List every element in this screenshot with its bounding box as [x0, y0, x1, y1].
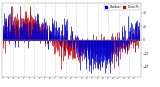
Legend: Outdoor, Dew Pt: Outdoor, Dew Pt	[104, 4, 139, 10]
